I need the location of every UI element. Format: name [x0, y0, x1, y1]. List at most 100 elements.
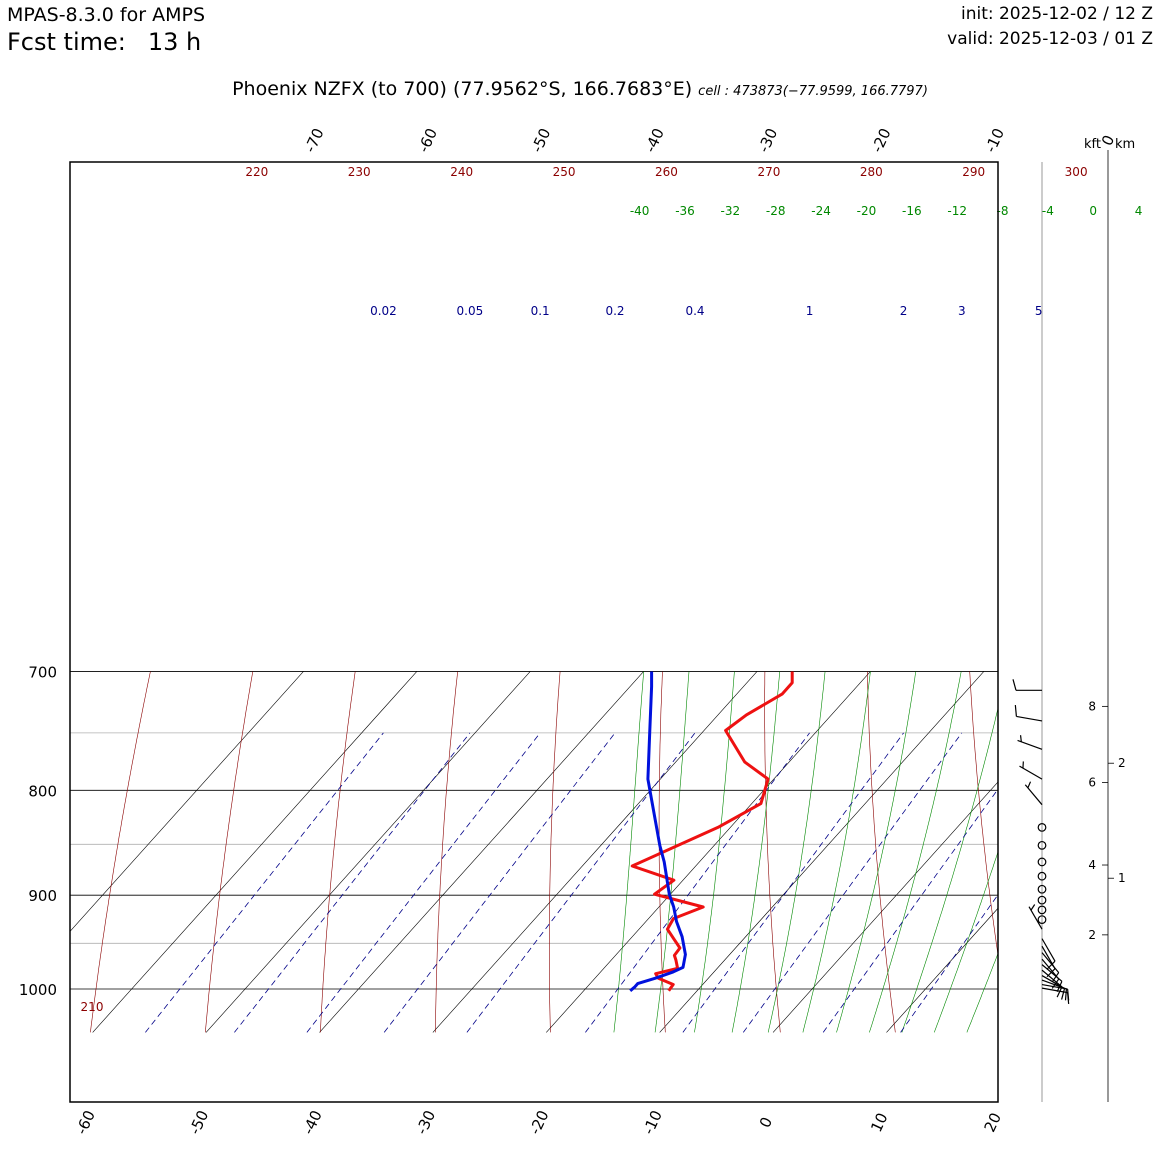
moist-adiabat-label: -16: [902, 204, 922, 218]
forecast-time-label: Fcst time:: [7, 28, 126, 56]
dry-adiabat-label: 220: [245, 165, 268, 179]
isotherm: [886, 907, 998, 1033]
bottom-temp-tick-label: -60: [72, 1108, 99, 1138]
dry-adiabat-label: 210: [81, 1000, 104, 1014]
mixing-ratio-line: [585, 732, 810, 1033]
plot-frame: [69, 161, 999, 1103]
mixing-ratio-label: 0.4: [685, 304, 704, 318]
station-title: Phoenix NZFX (to 700) (77.9562°S, 166.76…: [232, 78, 693, 100]
bottom-temp-tick-label: -50: [186, 1108, 213, 1138]
dry-adiabat-label: 250: [553, 165, 576, 179]
wind-barb: [1037, 857, 1047, 867]
wind-barb: [1019, 761, 1043, 780]
wind-barb: [1041, 938, 1056, 970]
wind-barb: [1037, 822, 1047, 832]
moist-adiabat-label: -24: [811, 204, 831, 218]
mixing-ratio-line: [383, 732, 616, 1033]
moist-adiabat-label: -36: [675, 204, 695, 218]
wind-barb: [1037, 915, 1047, 924]
mixing-ratio-line: [234, 732, 471, 1033]
kft-label: kft: [1084, 137, 1101, 152]
moist-adiabat: [731, 671, 780, 1033]
bottom-temp-tick-label: 0: [756, 1114, 776, 1130]
isotherm: [546, 671, 871, 1033]
dry-adiabat: [548, 671, 561, 1033]
mixing-ratio-label: 5: [1035, 304, 1043, 318]
moist-adiabat: [767, 671, 826, 1033]
dry-adiabat: [205, 671, 254, 1033]
km-label: km: [1115, 137, 1135, 152]
kft-tick-label: 4: [1088, 858, 1096, 872]
wind-barb: [1041, 987, 1070, 1005]
isotherm: [205, 671, 531, 1033]
isotherm: [659, 671, 985, 1033]
moist-adiabat: [1034, 672, 1160, 1033]
moist-adiabat: [1069, 672, 1160, 1033]
altitude-axis: kft km 2 4 6 8 1 2: [1084, 137, 1135, 1102]
mixing-ratio-line: [742, 732, 963, 1033]
isotherm: [92, 671, 418, 1033]
dry-adiabat: [90, 671, 151, 1033]
dry-adiabat-label: 280: [860, 165, 883, 179]
cell-info: cell : 473873(−77.9599, 166.7797): [698, 84, 928, 99]
wind-barbs: [1012, 162, 1070, 1102]
moist-adiabat: [1000, 672, 1143, 1033]
wind-barb: [1012, 679, 1042, 691]
top-temp-tick-label: -20: [868, 125, 895, 155]
forecast-time-value: 13 h: [147, 28, 202, 56]
dry-adiabat: [969, 671, 998, 958]
dewpoint-profile: [629, 671, 687, 992]
moist-adiabat: [934, 850, 998, 1033]
dry-adiabat-label: 270: [757, 165, 780, 179]
dry-adiabat-label: 230: [348, 165, 371, 179]
bottom-temp-tick-label: -30: [412, 1108, 439, 1138]
top-temp-tick-label: -10: [981, 125, 1008, 155]
moist-adiabat: [694, 671, 735, 1033]
dry-adiabat-label: 300: [1065, 165, 1088, 179]
mixing-ratio-label: 2: [900, 304, 908, 318]
dry-adiabat-label: 260: [655, 165, 678, 179]
isotherm: [1000, 671, 1160, 1032]
dry-adiabat: [867, 671, 896, 1033]
bottom-temp-tick-label: 10: [867, 1110, 891, 1135]
wind-barb: [1041, 952, 1060, 983]
top-temp-tick-label: -30: [755, 125, 782, 155]
top-temp-tick-label: -40: [641, 125, 668, 155]
mixing-ratio-line: [822, 788, 998, 1033]
moist-adiabat-label: -4: [1042, 204, 1054, 218]
moist-adiabat: [654, 671, 690, 1033]
wind-barb: [1037, 895, 1047, 905]
dry-adiabat: [764, 671, 781, 1033]
wind-barb: [1041, 979, 1068, 1001]
moist-adiabat-label: -28: [766, 204, 786, 218]
wind-barb: [1014, 705, 1043, 722]
mixing-ratio-line: [145, 732, 384, 1033]
moist-adiabat: [1104, 672, 1160, 1033]
pressure-tick-label: 1000: [19, 981, 57, 999]
wind-barb: [1041, 969, 1063, 998]
moist-adiabat: [836, 671, 917, 1033]
chart-title: Phoenix NZFX (to 700) (77.9562°S, 166.76…: [0, 78, 1160, 100]
isotherm: [70, 671, 304, 932]
dry-adiabat: [435, 671, 458, 1033]
profile-lines: [629, 671, 794, 992]
mixing-ratio-label: 0.02: [370, 304, 397, 318]
mixing-ratio-label: 0.1: [531, 304, 550, 318]
mixing-ratio-line: [682, 732, 904, 1033]
km-tick-label: 2: [1118, 756, 1126, 770]
bottom-temp-tick-label: 20: [981, 1110, 1005, 1135]
moist-adiabat: [613, 671, 644, 1033]
top-temp-tick-label: -70: [301, 125, 328, 155]
moist-adiabat: [901, 707, 998, 1033]
dry-adiabat-label: 240: [450, 165, 473, 179]
wind-barb: [1028, 904, 1043, 930]
mixing-ratio-line: [900, 894, 998, 1033]
wind-barb: [1037, 871, 1047, 881]
dry-adiabat: [320, 671, 356, 1033]
bottom-temp-tick-label: -20: [526, 1108, 553, 1138]
moist-adiabat: [966, 952, 998, 1033]
mixing-ratio-label: 0.05: [457, 304, 484, 318]
forecast-time: Fcst time: 13 h: [7, 28, 201, 56]
